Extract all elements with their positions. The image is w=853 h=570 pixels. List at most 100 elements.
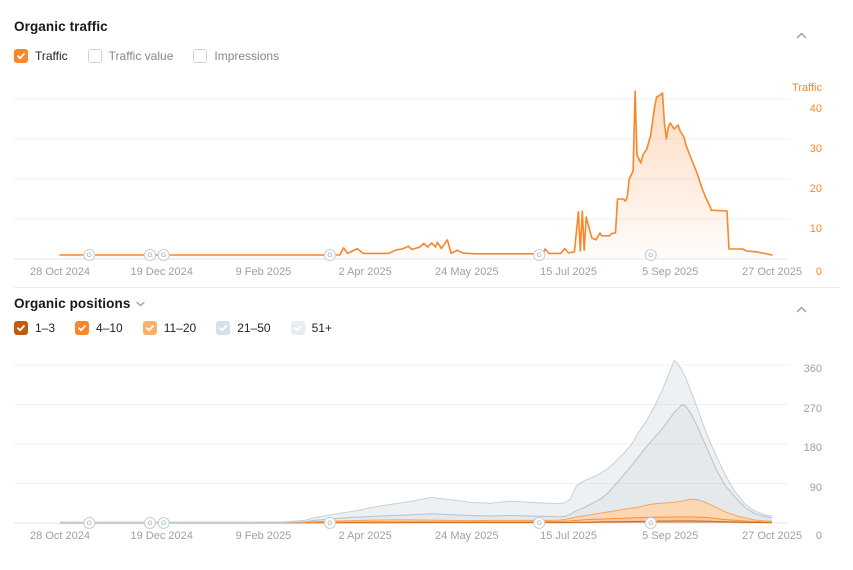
google-update-marker[interactable]: G [83, 249, 96, 261]
y-tick-label: 270 [803, 402, 822, 415]
organic-traffic-chart[interactable]: G G G G G G Traffic 0 10 20 30 40 28 Oct 2024 19 De… [0, 82, 853, 284]
positions-band [60, 499, 772, 523]
checkmark-icon [293, 325, 302, 332]
x-tick-label: 9 Feb 2025 [235, 530, 292, 542]
pos-51plus-checkbox[interactable] [290, 321, 305, 335]
svg-text:G: G [648, 520, 653, 527]
y-tick-label: 10 [809, 223, 822, 235]
svg-text:G: G [147, 520, 152, 527]
traffic-y-axis-title: Traffic [792, 82, 822, 94]
pos-21-50-label: 21–50 [237, 321, 271, 335]
positions-band-edge [60, 498, 773, 524]
y-tick-label: 20 [809, 183, 822, 195]
x-tick-label: 27 Oct 2025 [742, 266, 802, 278]
positions-band-edge [60, 404, 773, 523]
y-tick-label: 360 [803, 363, 822, 375]
x-tick-label: 19 Dec 2024 [130, 530, 193, 542]
google-update-marker[interactable]: G [323, 517, 336, 529]
legend-item-pos-21-50[interactable]: 21–50 [216, 321, 271, 335]
y-tick-label: 0 [815, 530, 822, 542]
svg-text:G: G [161, 520, 166, 527]
panel-divider [14, 287, 840, 288]
checkmark-icon [17, 325, 25, 332]
google-update-marker[interactable]: G [157, 249, 170, 261]
impressions-checkbox-label: Impressions [214, 49, 280, 63]
y-tick-label: 180 [803, 442, 822, 454]
traffic-line [59, 90, 773, 256]
organic-positions-chart[interactable]: G G G G G G 0 90 180 270 360 28 Oct 2024 19 Dec 202… [0, 355, 853, 551]
traffic-value-checkbox[interactable] [87, 49, 102, 63]
google-update-marker[interactable]: G [157, 517, 170, 529]
x-tick-label: 2 Apr 2025 [338, 530, 392, 542]
google-update-marker[interactable]: G [143, 249, 156, 261]
svg-text:G: G [327, 252, 332, 259]
x-tick-label: 15 Jul 2025 [540, 530, 597, 542]
traffic-area [60, 91, 772, 259]
pos-51plus-label: 51+ [311, 321, 332, 335]
pos-21-50-checkbox[interactable] [216, 321, 231, 335]
svg-text:G: G [147, 252, 152, 259]
chevron-down-icon [136, 301, 146, 307]
google-update-marker[interactable]: G [143, 517, 156, 529]
google-update-marker[interactable]: G [644, 249, 657, 261]
traffic-legend: Traffic Traffic value Impressions [14, 49, 279, 63]
x-tick-label: 28 Oct 2024 [30, 266, 90, 278]
organic-traffic-title: Organic traffic [14, 19, 108, 34]
positions-band [60, 360, 772, 523]
legend-item-pos-11-20[interactable]: 11–20 [142, 321, 196, 335]
pos-11-20-checkbox[interactable] [142, 321, 157, 335]
google-update-marker[interactable]: G [533, 517, 546, 529]
chevron-up-icon [796, 306, 807, 313]
positions-band-edge [60, 360, 773, 523]
pos-1-3-label: 1–3 [35, 321, 56, 335]
svg-text:G: G [87, 252, 92, 259]
google-update-marker[interactable]: G [644, 517, 657, 529]
checkmark-icon [219, 325, 228, 332]
y-tick-label: 0 [815, 266, 822, 278]
svg-text:G: G [648, 252, 653, 259]
legend-item-traffic-value[interactable]: Traffic value [87, 49, 174, 63]
google-update-marker[interactable]: G [323, 249, 336, 261]
legend-item-pos-4-10[interactable]: 4–10 [75, 321, 123, 335]
x-tick-label: 24 May 2025 [435, 530, 499, 542]
organic-positions-header[interactable]: Organic positions [14, 296, 146, 311]
x-tick-label: 27 Oct 2025 [742, 530, 802, 542]
pos-4-10-checkbox[interactable] [75, 321, 90, 335]
checkmark-icon [78, 325, 86, 332]
pos-1-3-checkbox[interactable] [14, 321, 28, 335]
legend-item-pos-51plus[interactable]: 51+ [290, 321, 332, 335]
svg-text:G: G [537, 520, 542, 527]
y-tick-label: 30 [809, 143, 822, 155]
positions-band [60, 516, 772, 523]
collapse-traffic-panel-button[interactable] [792, 26, 810, 44]
svg-text:G: G [87, 520, 92, 527]
google-update-marker[interactable]: G [83, 517, 96, 529]
checkmark-icon [17, 53, 25, 60]
collapse-positions-panel-button[interactable] [792, 300, 810, 318]
x-tick-label: 5 Sep 2025 [642, 266, 699, 278]
impressions-checkbox[interactable] [193, 49, 208, 63]
x-tick-label: 15 Jul 2025 [540, 266, 597, 278]
organic-positions-title: Organic positions [14, 296, 131, 311]
x-tick-label: 9 Feb 2025 [235, 266, 292, 278]
legend-item-pos-1-3[interactable]: 1–3 [14, 321, 55, 335]
x-tick-label: 28 Oct 2024 [30, 530, 90, 542]
x-tick-label: 5 Sep 2025 [642, 530, 699, 542]
google-update-marker[interactable]: G [533, 249, 546, 261]
y-tick-label: 40 [809, 103, 822, 115]
traffic-value-checkbox-label: Traffic value [108, 49, 174, 63]
x-tick-label: 2 Apr 2025 [338, 266, 392, 278]
svg-text:G: G [161, 252, 166, 259]
traffic-checkbox[interactable] [14, 49, 28, 63]
legend-item-traffic[interactable]: Traffic [14, 49, 68, 63]
positions-legend: 1–3 4–10 11–20 21–50 51+ [14, 321, 332, 335]
y-tick-label: 90 [809, 481, 822, 494]
pos-4-10-label: 4–10 [96, 321, 123, 335]
x-tick-label: 19 Dec 2024 [130, 266, 193, 278]
svg-text:G: G [327, 520, 332, 527]
x-tick-label: 24 May 2025 [435, 266, 499, 278]
legend-item-impressions[interactable]: Impressions [193, 49, 279, 63]
